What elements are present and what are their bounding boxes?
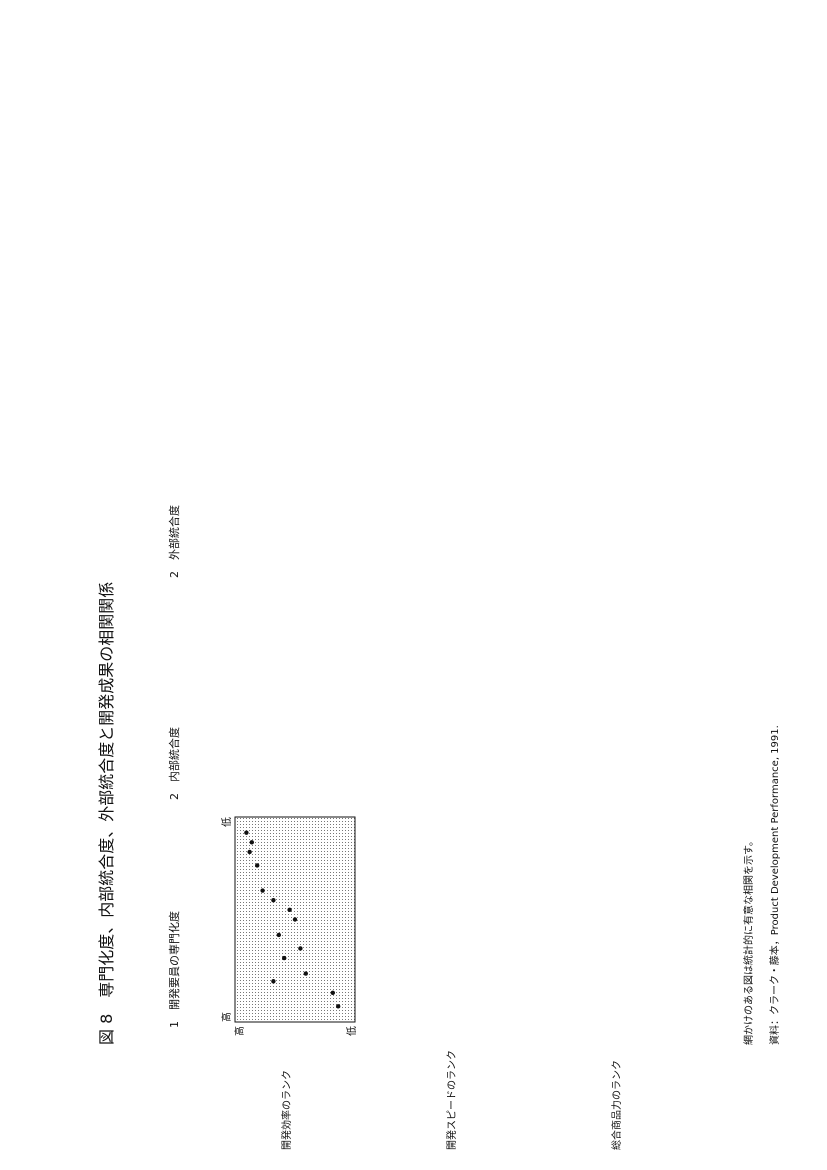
source-text: 資料：クラーク・藤本，Product Development Performan…	[768, 725, 781, 1045]
data-point	[276, 932, 281, 938]
data-point	[244, 830, 249, 835]
scatter-panel: 高低高低	[220, 816, 358, 1036]
row-label-1: 開発効率のランク	[280, 1070, 293, 1150]
row-label-3: 総合商品力のランク	[610, 1060, 623, 1150]
x-axis-high-label: 高	[220, 1012, 233, 1022]
y-axis-low-label: 低	[345, 1026, 358, 1036]
figure-title: 図 8 専門化度、内部統合度、外部統合度と開発成果の相関関係	[97, 582, 116, 1045]
data-point	[282, 955, 287, 961]
x-axis-low-label: 低	[220, 817, 233, 827]
data-point	[330, 990, 335, 996]
data-point	[336, 1004, 341, 1009]
data-point	[260, 888, 265, 893]
row-label-2: 開発スピードのランク	[445, 1050, 458, 1150]
data-point	[292, 917, 298, 922]
column-label-1: 1 開発要員の専門化度	[167, 911, 181, 1028]
data-point	[271, 979, 276, 984]
data-point	[249, 840, 255, 845]
y-axis-high-label: 高	[233, 1026, 246, 1036]
scatter-grid: 高低高低	[220, 816, 358, 1036]
note-text: 網かけのある図は統計的に有意な相関を示す。	[742, 836, 755, 1045]
data-point	[271, 898, 276, 903]
column-label-3: 2 外部統合度	[167, 505, 181, 578]
column-label-2: 2 内部統合度	[167, 727, 181, 800]
data-point	[247, 849, 252, 855]
data-point	[303, 971, 308, 976]
data-point	[298, 946, 303, 951]
data-point	[255, 863, 260, 868]
data-point	[287, 907, 292, 913]
